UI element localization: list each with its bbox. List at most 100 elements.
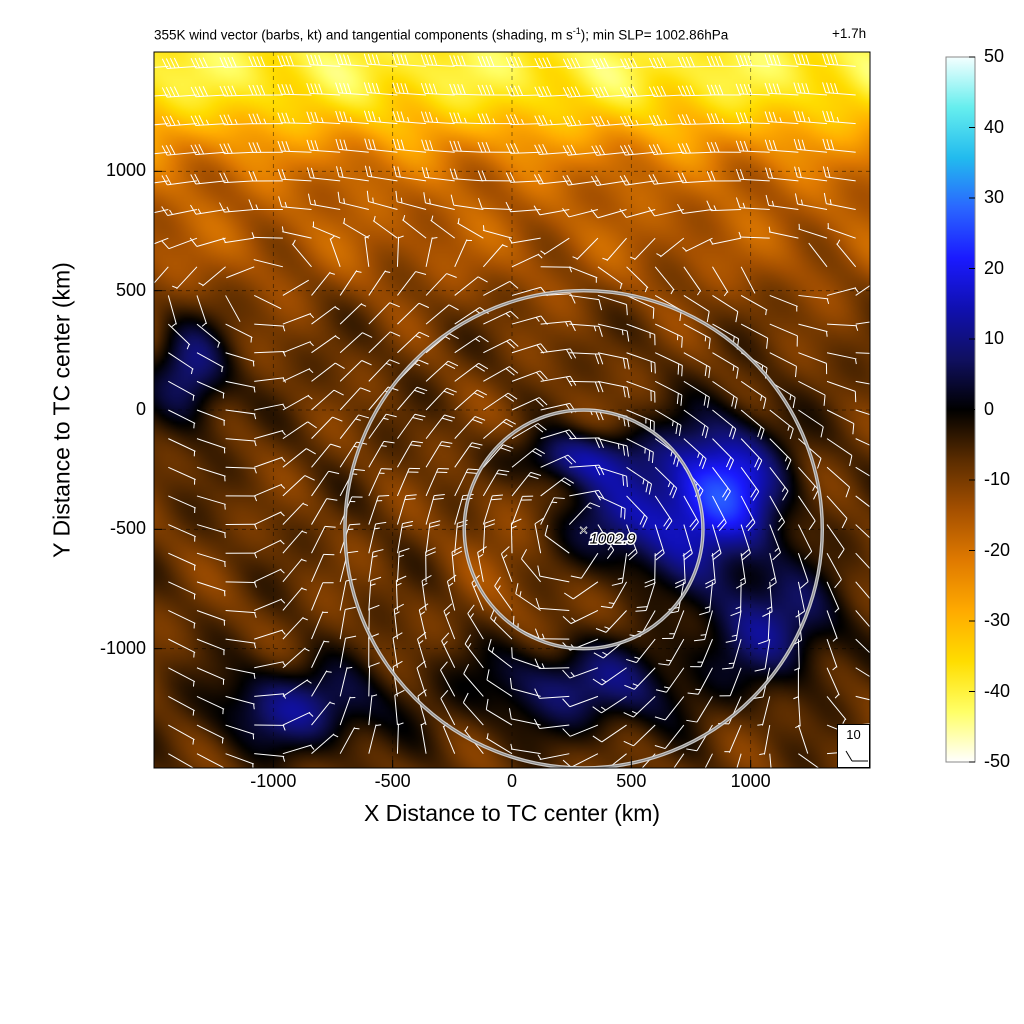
wind-barb bbox=[712, 380, 738, 409]
wind-barb bbox=[482, 243, 508, 268]
wind-barb bbox=[602, 237, 627, 262]
wind-barb bbox=[540, 454, 577, 468]
wind-barb bbox=[196, 581, 226, 597]
wind-barb bbox=[754, 639, 771, 672]
wind-barb bbox=[394, 689, 405, 726]
wind-barb bbox=[562, 144, 598, 156]
wind-barb bbox=[826, 638, 838, 671]
wind-barb bbox=[534, 688, 570, 699]
wind-barb bbox=[855, 638, 870, 654]
wind-barb bbox=[654, 466, 678, 499]
wind-barb bbox=[793, 82, 828, 96]
wind-barb bbox=[282, 587, 307, 611]
wind-barb bbox=[673, 753, 685, 768]
wind-barb bbox=[477, 56, 513, 67]
wind-barb bbox=[311, 470, 340, 497]
wind-barb bbox=[798, 323, 828, 337]
wind-barb bbox=[709, 237, 742, 245]
wind-barb bbox=[706, 200, 742, 212]
wind-barb bbox=[591, 57, 627, 70]
wind-barb bbox=[511, 370, 548, 382]
wind-barb bbox=[462, 692, 484, 726]
wind-barb bbox=[225, 667, 256, 679]
wind-barb bbox=[254, 598, 286, 611]
wind-barb bbox=[277, 83, 312, 96]
wind-barb bbox=[196, 323, 221, 348]
wind-barb bbox=[154, 94, 169, 97]
wind-barb bbox=[392, 53, 427, 67]
wind-barb bbox=[282, 679, 312, 697]
wind-barb bbox=[623, 696, 656, 718]
wind-barb bbox=[368, 549, 384, 582]
wind-barb bbox=[826, 524, 845, 559]
wind-barb bbox=[855, 321, 870, 325]
wind-barb bbox=[569, 323, 603, 337]
wind-barb bbox=[396, 235, 404, 267]
wind-barb bbox=[793, 667, 799, 700]
wind-barb bbox=[564, 581, 599, 600]
wind-barb bbox=[368, 302, 400, 325]
wind-barb bbox=[654, 409, 682, 437]
wind-barb bbox=[225, 466, 257, 474]
wind-barb bbox=[626, 638, 656, 664]
wind-barb bbox=[339, 727, 360, 754]
wind-barb bbox=[511, 397, 548, 411]
wind-barb bbox=[683, 495, 699, 531]
wind-barb bbox=[798, 223, 828, 239]
wind-barb bbox=[795, 581, 806, 618]
wind-barb bbox=[154, 123, 169, 126]
wind-barb bbox=[769, 409, 794, 440]
wind-barb bbox=[855, 466, 870, 477]
wind-barb bbox=[282, 341, 314, 354]
wind-barb bbox=[425, 387, 457, 411]
wind-barb bbox=[392, 138, 427, 153]
reference-barb-label: 10 bbox=[846, 727, 861, 742]
wind-barb bbox=[225, 552, 258, 559]
wind-barb bbox=[626, 524, 638, 561]
y-tick-label: 500 bbox=[115, 279, 146, 300]
wind-barb bbox=[855, 495, 870, 508]
wind-barb bbox=[311, 498, 338, 525]
wind-barb bbox=[225, 380, 256, 393]
wind-barb bbox=[425, 360, 459, 382]
wind-barb bbox=[572, 237, 599, 260]
wind-barb bbox=[248, 199, 283, 211]
wind-barb bbox=[822, 166, 856, 182]
wind-barb bbox=[654, 724, 685, 750]
wind-barb bbox=[306, 111, 341, 125]
wind-barb bbox=[311, 443, 341, 468]
wind-barb bbox=[251, 232, 283, 239]
wind-barb bbox=[363, 82, 398, 96]
wind-barb bbox=[196, 380, 225, 399]
wind-barb bbox=[443, 603, 456, 640]
wind-barb bbox=[562, 86, 598, 98]
wind-barb bbox=[712, 438, 735, 471]
wind-barb bbox=[822, 110, 856, 125]
wind-barb bbox=[311, 553, 335, 583]
chart-title: 355K wind vector (barbs, kt) and tangent… bbox=[154, 26, 729, 43]
wind-barb bbox=[735, 168, 770, 182]
wind-barb bbox=[483, 366, 519, 382]
wind-barb bbox=[597, 495, 626, 520]
wind-barb bbox=[626, 294, 655, 319]
wind-barb bbox=[757, 610, 771, 645]
wind-barb bbox=[254, 693, 287, 699]
wind-barb bbox=[677, 114, 713, 125]
wind-barb bbox=[795, 696, 801, 729]
wind-barb bbox=[712, 466, 731, 501]
wind-barb bbox=[626, 495, 648, 528]
wind-barb bbox=[699, 581, 713, 616]
wind-barb bbox=[282, 616, 308, 640]
wind-barb bbox=[677, 203, 713, 214]
wind-barb bbox=[654, 495, 673, 530]
wind-barb bbox=[855, 438, 870, 446]
wind-barb bbox=[826, 696, 847, 724]
colorbar-tick-label: -30 bbox=[984, 610, 1011, 630]
wind-barb bbox=[855, 695, 870, 701]
wind-barb bbox=[592, 695, 627, 714]
wind-barb bbox=[454, 362, 489, 382]
wind-barb bbox=[655, 667, 685, 693]
wind-barb bbox=[826, 409, 855, 435]
wind-barbs bbox=[154, 53, 870, 768]
colorbar-tick-label: 50 bbox=[984, 46, 1005, 66]
